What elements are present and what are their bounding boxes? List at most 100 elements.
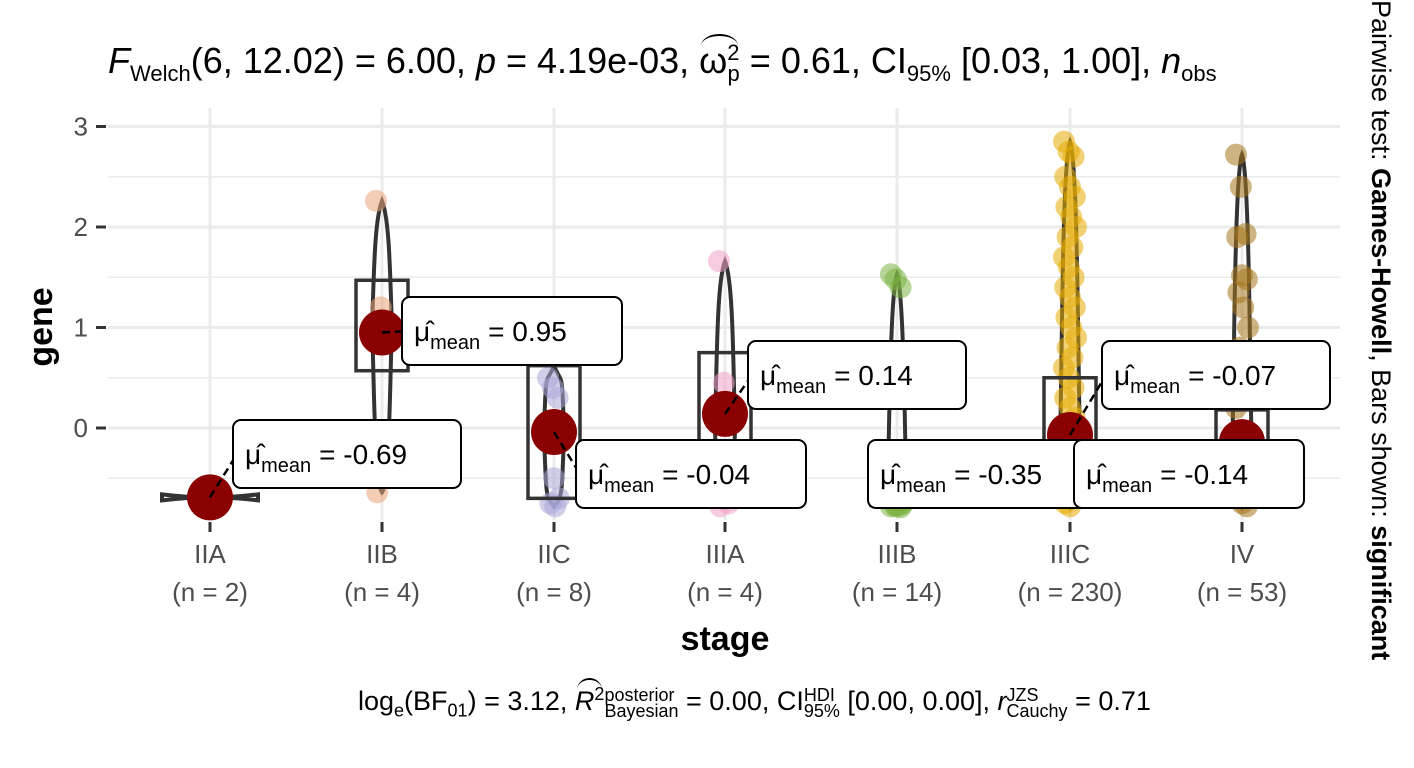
y-axis: 0 1 2 3 bbox=[74, 112, 106, 443]
mean-label-box bbox=[1073, 439, 1305, 509]
cauchy-value: = 0.71 bbox=[1075, 686, 1151, 716]
r-symbol: r bbox=[997, 686, 1007, 716]
mean-value: = -0.35 bbox=[954, 459, 1042, 490]
mu-symbol: μ̂ bbox=[1086, 459, 1107, 490]
mean-sub: mean bbox=[896, 475, 946, 497]
mu-symbol: μ̂ bbox=[588, 459, 609, 490]
hdi-value: [0.00, 0.00], bbox=[847, 686, 990, 716]
x-tick-label: IIA bbox=[194, 539, 226, 569]
x-tick-count: (n = 53) bbox=[1197, 577, 1287, 607]
mean-sub: mean bbox=[261, 455, 311, 477]
mu-symbol: μ̂ bbox=[880, 459, 901, 490]
hdi-scripts: HDI 95% bbox=[803, 684, 840, 721]
mean-label-box bbox=[401, 296, 623, 366]
mean-label-box bbox=[232, 419, 462, 489]
x-tick-label: IV bbox=[1230, 539, 1255, 569]
chart-title: FWelch(6, 12.02) = 6.00, p = 4.19e-03, ω… bbox=[108, 33, 1217, 87]
mean-labels: μ̂mean = -0.69μ̂mean = 0.95μ̂mean = -0.04μ̂… bbox=[208, 296, 1331, 509]
data-point bbox=[1237, 316, 1259, 339]
mean-label-box bbox=[575, 439, 807, 509]
mean-label-text: μ̂mean = -0.07 bbox=[1114, 360, 1276, 398]
mu-symbol: μ̂ bbox=[760, 360, 781, 391]
cauchy-scripts: JZS Cauchy bbox=[1006, 684, 1068, 721]
mean-label-text: μ̂mean = -0.04 bbox=[588, 459, 750, 497]
bf-open: (BF bbox=[404, 686, 448, 716]
x-tick-label: IIIA bbox=[705, 539, 745, 569]
x-axis: IIA (n = 2) IIB (n = 4) IIC (n = 8) IIIA (n = 4… bbox=[172, 522, 1287, 607]
stat-df: (6, 12.02) bbox=[190, 40, 345, 81]
stat-sub: Welch bbox=[130, 61, 191, 87]
x-tick-count: (n = 14) bbox=[852, 577, 942, 607]
mean-leader bbox=[1068, 374, 1108, 436]
mean-label-text: μ̂mean = 0.14 bbox=[760, 360, 913, 398]
r2-value: = 0.00, CI bbox=[686, 686, 804, 716]
mean-label-text: μ̂mean = -0.14 bbox=[1086, 459, 1248, 497]
y-tick-label: 1 bbox=[74, 313, 88, 343]
pairwise-prefix: Pairwise test: bbox=[1366, 0, 1396, 161]
mean-value: = -0.69 bbox=[319, 439, 407, 470]
data-point bbox=[543, 467, 565, 490]
mean-sub: mean bbox=[604, 475, 654, 497]
mean-label-text: μ̂mean = -0.35 bbox=[880, 459, 1042, 497]
mean-value: = 0.95 bbox=[488, 316, 567, 347]
data-point bbox=[1225, 143, 1247, 166]
r2-scripts: posterior Bayesian bbox=[604, 684, 679, 721]
data-point bbox=[1062, 145, 1085, 168]
stat-symbol: F bbox=[108, 40, 130, 81]
y-tick-label: 3 bbox=[74, 112, 88, 142]
mean-value: = -0.04 bbox=[662, 459, 750, 490]
mean-label-text: μ̂mean = -0.69 bbox=[245, 439, 407, 477]
pairwise-note: Pairwise test: Games-Howell, Bars shown:… bbox=[1365, 0, 1396, 660]
x-tick-count: (n = 230) bbox=[1018, 577, 1123, 607]
ci-sub: 95% bbox=[906, 61, 951, 87]
log-prefix: log bbox=[358, 686, 395, 716]
effect-value: = 0.61, CI bbox=[749, 40, 907, 81]
p-value: = 4.19e-03, bbox=[506, 40, 690, 81]
x-axis-title: stage bbox=[681, 620, 770, 658]
mean-label-box bbox=[1101, 340, 1331, 410]
mean-value: = -0.14 bbox=[1160, 459, 1248, 490]
x-tick-label: IIC bbox=[537, 539, 570, 569]
x-tick-label: IIB bbox=[366, 539, 398, 569]
p-symbol: p bbox=[475, 40, 496, 81]
y-tick-label: 2 bbox=[74, 212, 88, 242]
mu-symbol: μ̂ bbox=[1114, 360, 1135, 391]
data-point bbox=[712, 371, 735, 394]
data-point bbox=[1229, 175, 1252, 198]
bf-value: ) = 3.12, bbox=[467, 686, 568, 716]
pairwise-shown: significant bbox=[1366, 525, 1396, 661]
y-axis-title: gene bbox=[22, 287, 60, 366]
pairwise-middle: , Bars shown: bbox=[1366, 354, 1396, 518]
x-tick-count: (n = 4) bbox=[344, 577, 420, 607]
mean-sub: mean bbox=[430, 332, 480, 354]
x-tick-count: (n = 2) bbox=[172, 577, 248, 607]
mean-sub: mean bbox=[1130, 376, 1180, 398]
log-sub: e bbox=[394, 700, 405, 721]
mean-sub: mean bbox=[776, 376, 826, 398]
x-tick-label: IIIC bbox=[1050, 539, 1090, 569]
mean-value: = 0.14 bbox=[834, 360, 913, 391]
pairwise-test: Games-Howell bbox=[1366, 168, 1396, 355]
x-tick-count: (n = 8) bbox=[516, 577, 592, 607]
effect-symbol: ω2p bbox=[699, 33, 740, 87]
mean-sub: mean bbox=[1102, 475, 1152, 497]
data-point bbox=[1232, 296, 1255, 319]
data-point bbox=[546, 386, 569, 409]
x-tick-count: (n = 4) bbox=[687, 577, 763, 607]
data-point bbox=[708, 250, 730, 273]
data-point bbox=[365, 189, 387, 212]
r2-symbol: R2 bbox=[574, 678, 605, 716]
n-sub: obs bbox=[1181, 61, 1217, 87]
y-tick-label: 0 bbox=[74, 413, 88, 443]
mu-symbol: μ̂ bbox=[245, 439, 266, 470]
bf-sub: 01 bbox=[447, 700, 468, 721]
data-point bbox=[889, 276, 912, 299]
mu-symbol: μ̂ bbox=[414, 316, 435, 347]
x-tick-label: IIIB bbox=[877, 539, 916, 569]
data-point bbox=[1226, 226, 1249, 249]
mean-value: = -0.07 bbox=[1188, 360, 1276, 391]
mean-label-text: μ̂mean = 0.95 bbox=[414, 316, 567, 354]
data-point bbox=[544, 495, 567, 518]
mean-label-box bbox=[747, 340, 967, 410]
